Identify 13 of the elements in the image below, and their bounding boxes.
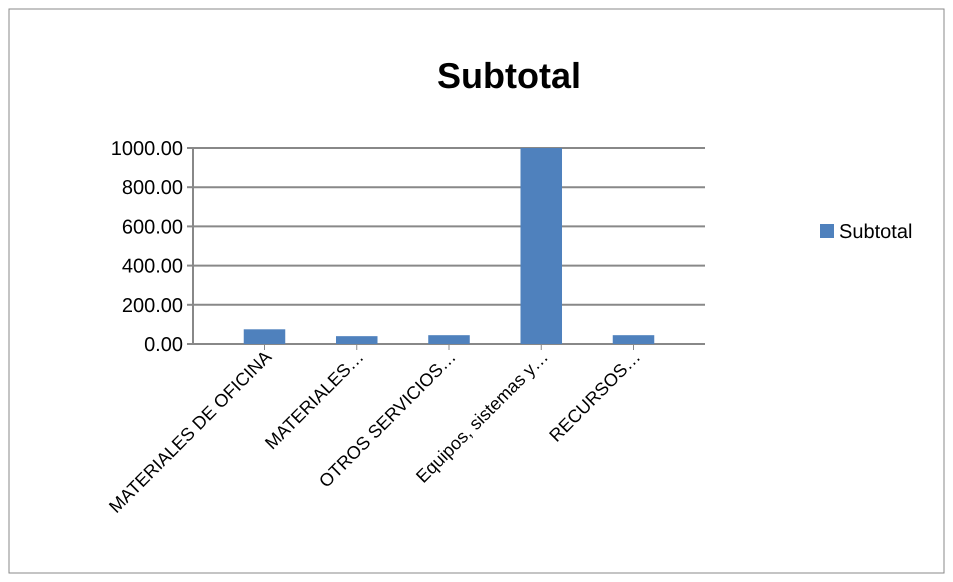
y-tick-label: 800.00 (122, 177, 183, 200)
chart-title: Subtotal (437, 55, 581, 96)
y-tick-label: 0.00 (144, 334, 183, 356)
bar (244, 329, 286, 344)
bar (612, 335, 654, 344)
bar (336, 336, 378, 344)
y-tick-label: 600.00 (122, 216, 183, 238)
bar (428, 335, 470, 344)
legend-label: Subtotal (839, 221, 912, 243)
y-tick-label: 400.00 (122, 256, 183, 278)
y-tick-label: 1000.00 (110, 138, 183, 160)
y-tick-label: 200.00 (122, 294, 183, 317)
bar (520, 148, 562, 344)
